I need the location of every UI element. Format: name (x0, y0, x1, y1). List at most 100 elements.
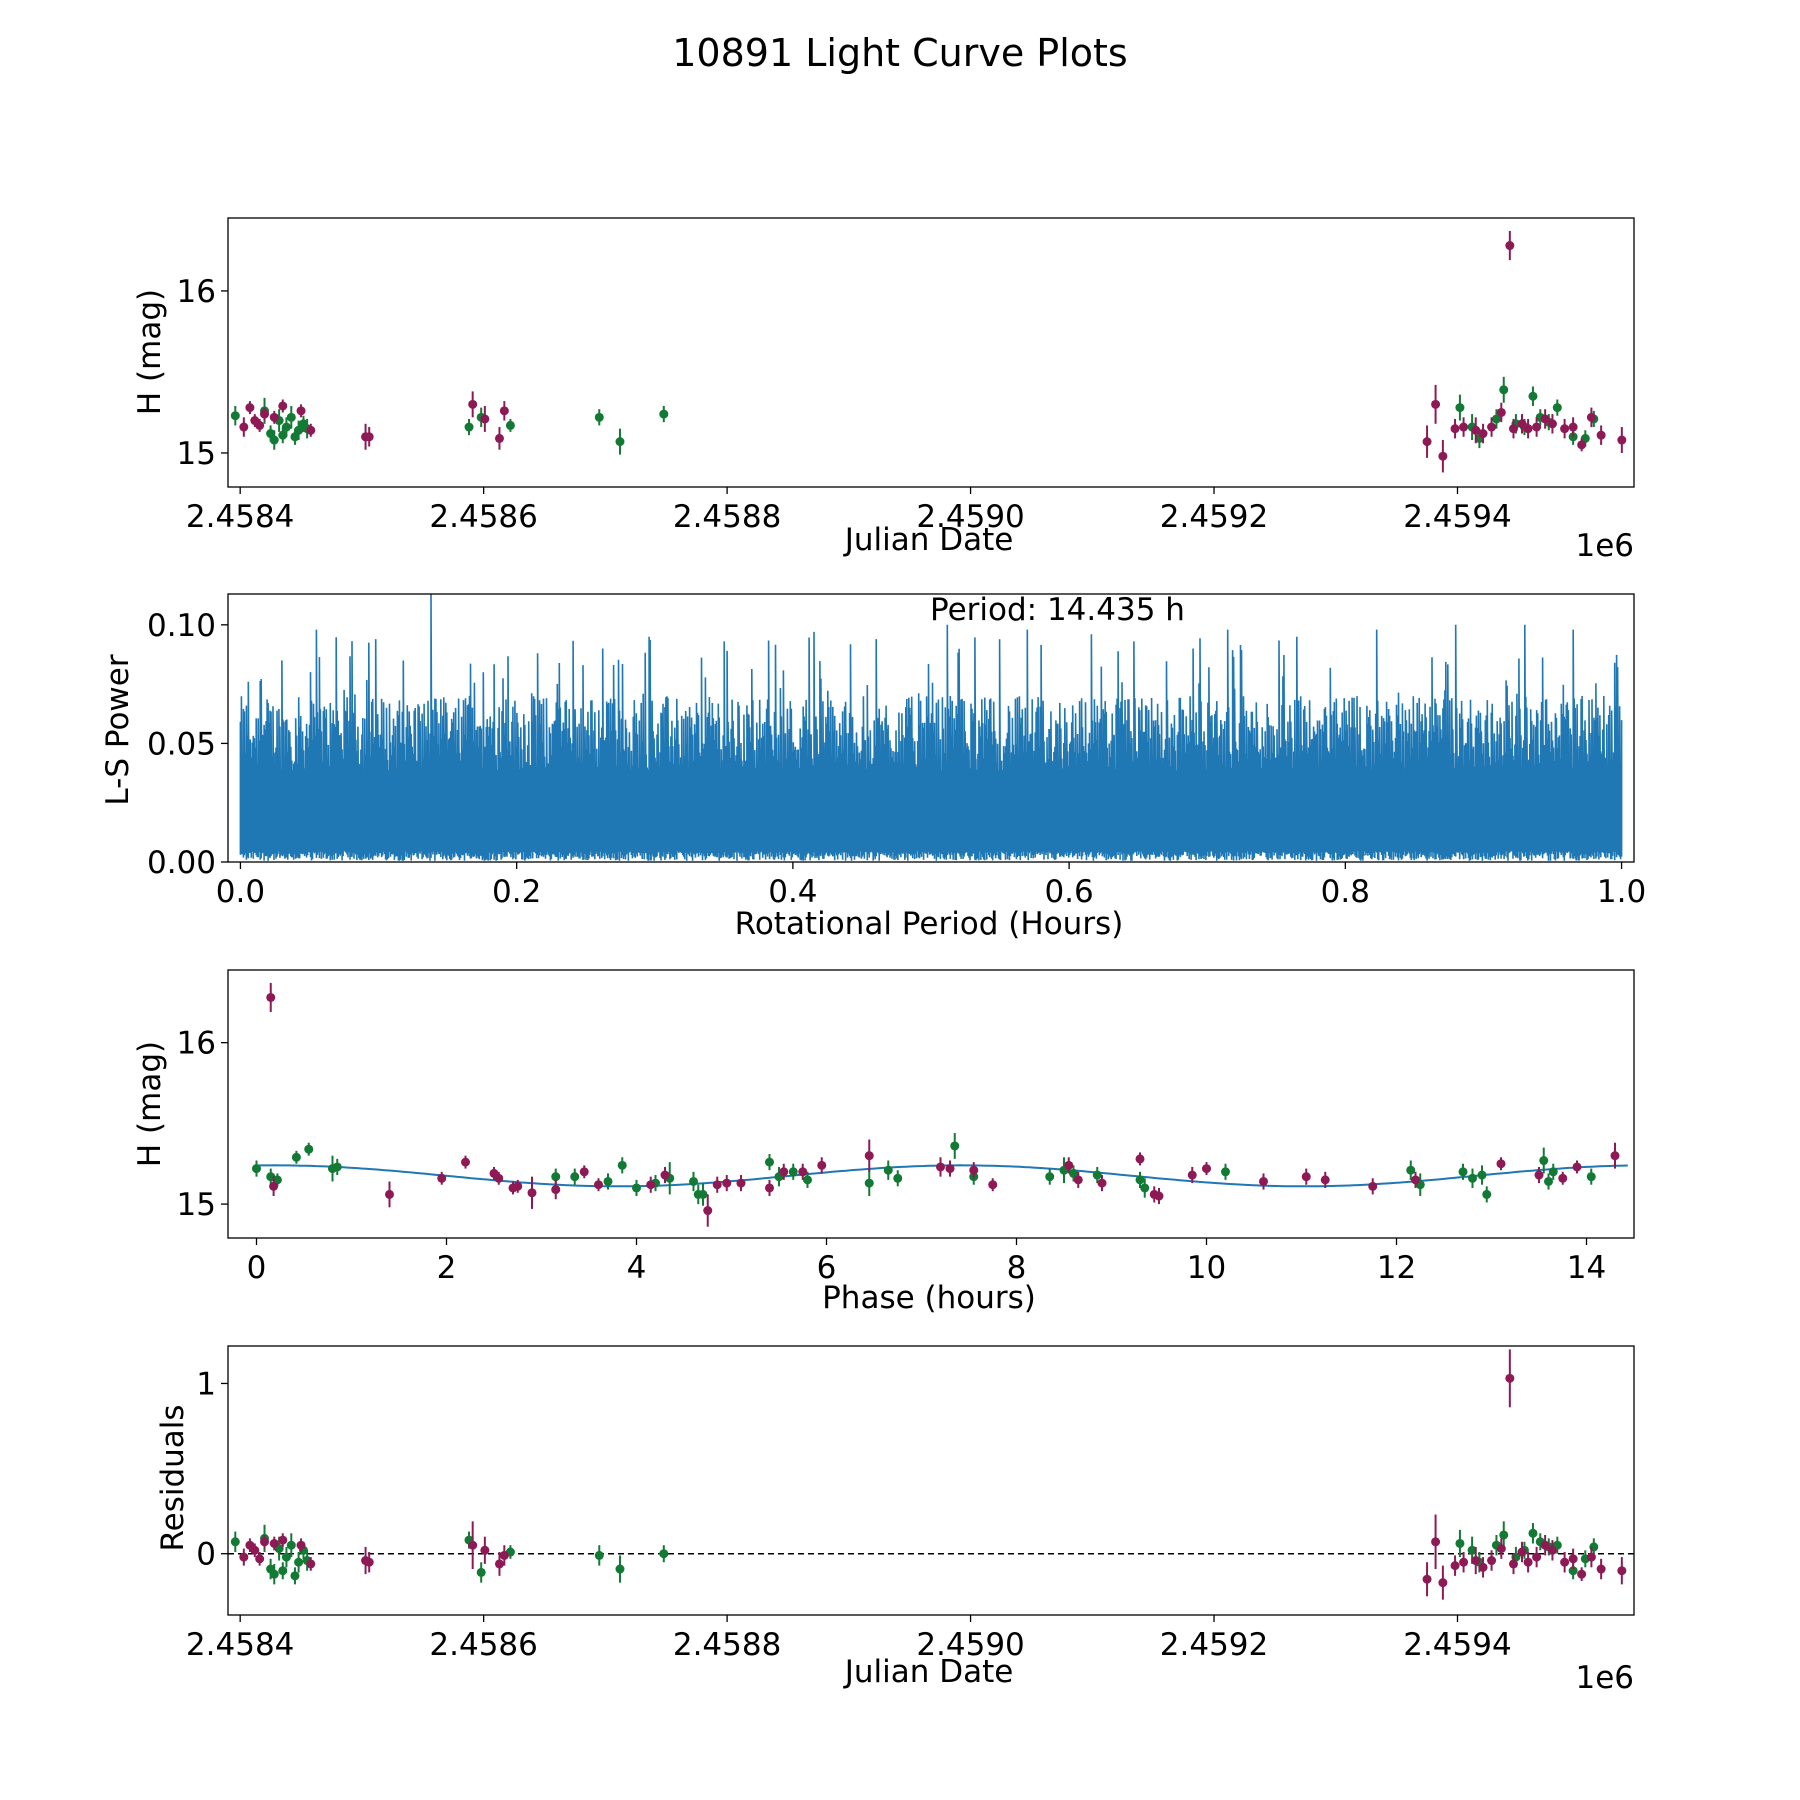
lightcurve-point-magenta (1577, 440, 1587, 450)
lightcurve-point-magenta (239, 422, 249, 432)
residuals-point-green (230, 1537, 240, 1547)
residuals-point-magenta (1478, 1562, 1488, 1572)
phased-point-magenta (969, 1165, 979, 1175)
residuals-point-magenta (1540, 1540, 1550, 1550)
periodogram-ytick-label: 0.00 (147, 845, 216, 881)
phased-point-green (765, 1157, 774, 1167)
lightcurve-ytick-label: 15 (177, 436, 216, 472)
residuals-point-green (286, 1540, 296, 1550)
phased-point-green (893, 1173, 903, 1183)
phased-point-green (1092, 1170, 1102, 1180)
lightcurve-point-green (294, 425, 304, 435)
lightcurve-offset-label: 1e6 (1575, 528, 1634, 564)
residuals-point-magenta (1487, 1556, 1497, 1566)
residuals-xtick-label: 2.4584 (186, 1627, 294, 1663)
phased-point-magenta (461, 1157, 470, 1167)
residuals-point-magenta (1586, 1552, 1596, 1562)
lightcurve-point-magenta (1560, 424, 1570, 434)
phased-point-magenta (1496, 1159, 1506, 1169)
phased-point-magenta (1187, 1170, 1197, 1180)
phased-point-magenta (1202, 1164, 1211, 1174)
residuals-point-magenta (1438, 1578, 1448, 1588)
phased-xlabel: Phase (hours) (822, 1280, 1036, 1316)
phased-point-magenta (1154, 1191, 1164, 1201)
lightcurve-xtick-label: 2.4584 (186, 499, 294, 535)
lightcurve-point-magenta (1459, 422, 1469, 432)
lightcurve-frame (227, 217, 1635, 488)
residuals-point-green (615, 1564, 625, 1574)
phased-point-green (1539, 1156, 1549, 1166)
periodogram-ylabel: L-S Power (100, 654, 136, 805)
phased-point-magenta (437, 1173, 447, 1183)
phased-point-green (1045, 1172, 1055, 1182)
phased-point-magenta (579, 1167, 589, 1177)
lightcurve-point-magenta (278, 401, 288, 411)
residuals-point-magenta (499, 1550, 509, 1560)
phased-point-green (689, 1176, 698, 1186)
phased-ylabel: H (mag) (132, 1041, 168, 1167)
phased-point-magenta (936, 1162, 945, 1172)
residuals-point-green (1455, 1538, 1465, 1548)
residuals-xtick-label: 2.4588 (673, 1627, 781, 1663)
residuals-point-magenta (255, 1554, 265, 1564)
residuals-point-magenta (1547, 1545, 1557, 1555)
periodogram-xtick-label: 0.0 (216, 874, 265, 910)
lightcurve-point-magenta (364, 432, 374, 442)
lightcurve-point-magenta (1596, 430, 1606, 440)
lightcurve-point-green (594, 412, 604, 422)
phased-point-magenta (945, 1164, 955, 1174)
phased-point-green (788, 1167, 798, 1177)
phased-point-green (698, 1189, 708, 1199)
lightcurve-point-green (1528, 391, 1538, 401)
residuals-point-magenta (278, 1535, 288, 1545)
residuals-point-magenta (1431, 1537, 1441, 1547)
periodogram-xtick-label: 1.0 (1597, 874, 1646, 910)
phased-point-magenta (1534, 1170, 1544, 1180)
residuals-point-green (1499, 1530, 1509, 1540)
lightcurve-point-magenta (1471, 425, 1481, 435)
lightcurve-point-magenta (480, 414, 490, 424)
phased-point-green (603, 1176, 613, 1186)
residuals-point-magenta (480, 1545, 490, 1555)
phased-point-green (1544, 1176, 1553, 1186)
residuals-xlabel: Julian Date (843, 1654, 1014, 1690)
lightcurve-point-green (615, 437, 625, 447)
phased-point-magenta (988, 1180, 998, 1190)
phased-point-green (1406, 1165, 1416, 1175)
lightcurve-point-magenta (1431, 399, 1441, 409)
residuals-point-green (1467, 1545, 1477, 1555)
lightcurve-xtick-label: 2.4592 (1160, 499, 1268, 535)
phased-point-green (1458, 1167, 1468, 1177)
lightcurve-point-green (281, 422, 291, 432)
lightcurve-points (230, 230, 1627, 473)
phased-ytick-label: 16 (177, 1026, 216, 1062)
periodogram-frame (227, 593, 1635, 863)
period-annotation: Period: 14.435 h (930, 592, 1185, 628)
lightcurve-point-green (505, 420, 515, 430)
lightcurve-point-green (1491, 414, 1501, 424)
phased-point-magenta (269, 1181, 279, 1191)
phased-xtick-label: 4 (627, 1250, 647, 1286)
lightcurve-point-green (1499, 385, 1509, 395)
phased-point-magenta (594, 1180, 603, 1190)
lightcurve-xtick-label: 2.4588 (673, 499, 781, 535)
lightcurve-point-magenta (1487, 422, 1497, 432)
residuals-xtick-label: 2.4586 (429, 1627, 537, 1663)
periodogram-xtick-label: 0.6 (1044, 874, 1093, 910)
phased-point-magenta (765, 1183, 774, 1193)
phased-point-magenta (513, 1181, 523, 1191)
lightcurve-point-magenta (494, 433, 504, 443)
phased-point-magenta (1320, 1175, 1330, 1185)
residuals-point-magenta (269, 1538, 279, 1548)
lightcurve-point-magenta (260, 409, 270, 419)
residuals-point-magenta (494, 1559, 504, 1569)
lightcurve-point-magenta (1532, 422, 1542, 432)
residuals-point-green (269, 1569, 279, 1579)
phased-ytick-label: 15 (177, 1187, 216, 1223)
phased-point-green (617, 1160, 627, 1170)
residuals-point-magenta (1496, 1544, 1506, 1554)
residuals-point-green (594, 1550, 604, 1560)
periodogram-panel: Rotational Period (Hours) L-S Power Peri… (100, 592, 1646, 942)
